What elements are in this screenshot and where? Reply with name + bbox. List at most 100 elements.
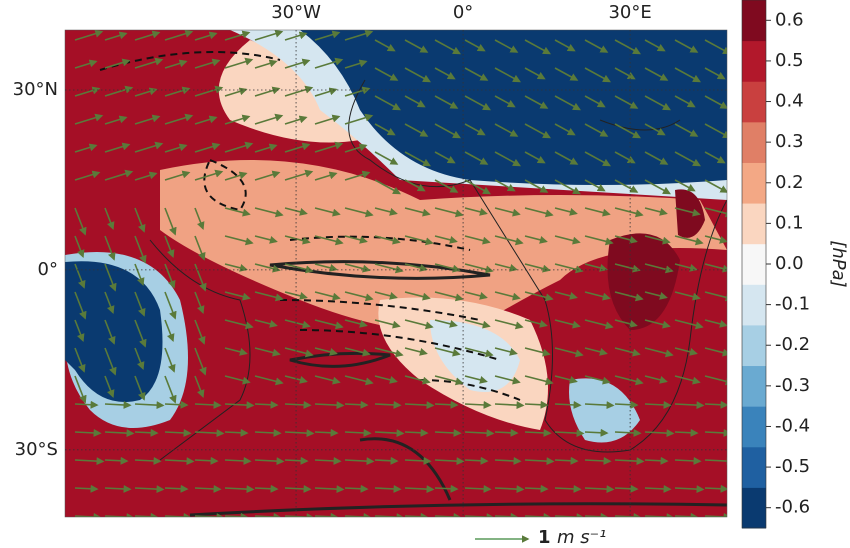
wind-arrow xyxy=(464,456,489,465)
wind-arrow xyxy=(434,263,461,273)
wind-arrow xyxy=(404,123,429,137)
wind-arrow xyxy=(674,401,705,410)
wind-arrow xyxy=(674,235,704,246)
wind-arrow xyxy=(254,291,284,302)
wind-arrow xyxy=(464,95,491,111)
wind-arrow xyxy=(494,263,518,272)
wind-arrow xyxy=(224,30,251,41)
wind-arrow xyxy=(404,428,429,437)
wind-arrow xyxy=(134,291,146,317)
wind-arrow xyxy=(614,179,639,193)
wind-arrow xyxy=(374,429,405,438)
wind-arrow xyxy=(74,512,102,517)
wind-arrow xyxy=(74,457,105,466)
wind-arrow xyxy=(614,151,636,164)
wind-arrow xyxy=(314,207,341,217)
wind-arrow xyxy=(704,512,727,517)
wind-arrow xyxy=(614,291,644,302)
wind-arrow xyxy=(674,123,699,137)
wind-arrow xyxy=(704,263,727,273)
wind-arrow xyxy=(494,207,521,217)
wind-arrow xyxy=(104,115,128,125)
wind-arrow xyxy=(494,67,521,83)
wind-arrow xyxy=(194,142,221,153)
wind-arrow xyxy=(584,319,614,330)
wind-arrow xyxy=(614,95,639,109)
wind-arrow xyxy=(164,375,177,404)
wind-arrow xyxy=(284,429,315,438)
wind-arrow xyxy=(614,484,639,493)
wind-arrow xyxy=(314,235,344,246)
wind-arrow xyxy=(254,263,281,273)
wind-arrow xyxy=(104,513,135,517)
wind-arrow xyxy=(434,375,464,386)
wind-arrow xyxy=(254,170,281,181)
wind-arrow xyxy=(434,457,465,466)
wind-arrow xyxy=(554,179,581,195)
wind-arrow xyxy=(284,513,315,517)
wind-arrow xyxy=(644,513,675,517)
wind-arrow xyxy=(434,319,458,328)
wind-arrow xyxy=(584,235,614,246)
wind-arrow xyxy=(374,235,401,245)
wind-arrow xyxy=(344,170,371,181)
colorbar-tick-label: 0.2 xyxy=(775,172,804,193)
wind-arrow xyxy=(704,39,727,55)
wind-arrow xyxy=(404,291,431,301)
wind-arrow xyxy=(704,291,727,302)
wind-arrow xyxy=(314,401,345,410)
wind-arrow xyxy=(704,347,727,357)
wind-arrow xyxy=(524,375,554,386)
wind-arrow xyxy=(104,235,116,261)
y-tick-label: 30°N xyxy=(13,79,58,100)
wind-arrow xyxy=(134,57,164,69)
wind-arrow xyxy=(344,30,374,41)
wind-arrow xyxy=(434,39,461,55)
wind-arrow xyxy=(104,31,128,41)
colorbar-tick-label: 0.5 xyxy=(775,50,804,71)
wind-arrow xyxy=(554,429,585,438)
wind-arrow xyxy=(254,512,282,517)
wind-arrow xyxy=(584,428,609,437)
wind-arrow xyxy=(104,319,116,345)
wind-arrow xyxy=(374,375,398,384)
wind-arrow xyxy=(134,87,158,97)
wind-arrow xyxy=(704,179,727,193)
wind-arrow xyxy=(464,375,488,384)
wind-arrow xyxy=(74,347,86,373)
wind-arrow xyxy=(614,400,639,409)
wind-arrow xyxy=(344,59,368,69)
wind-arrow xyxy=(644,123,666,136)
wind-arrow xyxy=(314,485,345,494)
wind-arrow xyxy=(194,484,222,493)
wind-arrow xyxy=(104,347,117,376)
wind-arrow xyxy=(704,123,727,139)
wind-arrow xyxy=(494,375,521,385)
wind-arrow xyxy=(524,512,552,517)
wind-arrow xyxy=(524,151,546,164)
colorbar-bin xyxy=(742,203,766,245)
wind-arrow xyxy=(464,207,488,216)
colorbar-bin xyxy=(742,81,766,123)
wind-arrow xyxy=(374,319,401,329)
wind-arrow xyxy=(344,113,374,125)
wind-arrow xyxy=(74,319,85,342)
map-axes: 30°W 0° 30°E 30°N 0° 30°S xyxy=(13,2,727,517)
wind-arrow xyxy=(74,207,87,236)
wind-arrow xyxy=(224,114,251,125)
wind-arrow xyxy=(614,319,638,328)
wind-arrow xyxy=(254,86,281,97)
wind-arrow xyxy=(554,319,581,329)
wind-arrow xyxy=(584,207,611,217)
wind-arrow xyxy=(164,400,189,409)
wind-arrow xyxy=(584,375,611,385)
wind-arrow xyxy=(464,263,494,274)
wind-arrow xyxy=(494,179,516,192)
wind-arrow xyxy=(704,151,726,164)
wind-arrow xyxy=(104,207,115,230)
wind-arrow xyxy=(344,457,375,466)
wind-arrow xyxy=(284,347,314,358)
wind-arrow xyxy=(464,67,489,81)
wind-arrow xyxy=(434,428,462,437)
wind-arrow xyxy=(134,207,146,233)
